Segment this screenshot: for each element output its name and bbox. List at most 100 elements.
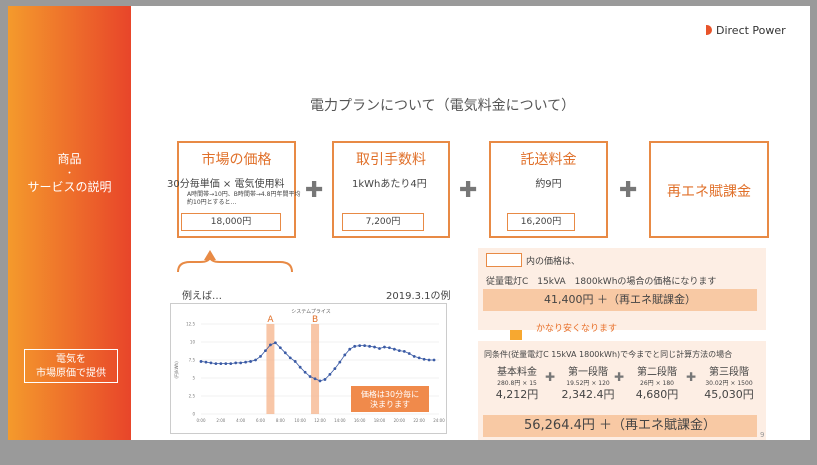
x-tick-label: 22:00 (413, 418, 425, 423)
point (278, 346, 282, 350)
slide-title: 電力プランについて（電気料金について） (310, 98, 576, 114)
item-formula: 280.8円 × 15 (497, 380, 537, 387)
highlight-label: B (312, 315, 318, 325)
x-tick-label: 8:00 (276, 418, 285, 423)
point (353, 344, 357, 348)
point (407, 352, 411, 355)
point (338, 360, 342, 364)
point (363, 344, 367, 347)
point (199, 360, 203, 363)
x-tick-label: 20:00 (394, 418, 406, 423)
x-tick-label: 0:00 (197, 418, 206, 423)
y-tick-label: 2.5 (189, 394, 196, 399)
point (388, 346, 391, 350)
callout-text: 決まります (370, 399, 410, 409)
highlight-band (311, 324, 320, 414)
item-amount: 45,030円 (704, 388, 754, 401)
bracket (177, 255, 293, 273)
point (427, 358, 431, 362)
x-tick-label: 10:00 (294, 418, 306, 423)
compare-total: 56,264.4円 ＋（再エネ賦課金） (483, 415, 757, 437)
box-title: 取引手数料 (356, 152, 426, 168)
price-box: 市場の価格 30分毎単価 × 電気使用料 A時間帯→10円、B時間帯→4.8円年… (167, 141, 300, 238)
item-formula: 30.02円 × 1500 (705, 380, 753, 387)
y-tick-label: 10 (190, 340, 196, 345)
x-tick-label: 2:00 (216, 418, 225, 423)
point (397, 349, 401, 353)
point (273, 341, 277, 345)
box-sub: 30分毎単価 × 電気使用料 (167, 179, 285, 190)
point (348, 347, 352, 351)
example-date: 2019.3.1の例 (386, 291, 451, 302)
box-title: 市場の価格 (201, 152, 272, 168)
box-amount: 7,200円 (342, 213, 424, 231)
point (303, 370, 307, 374)
info-note: かなり安くなります (536, 324, 618, 334)
point (298, 365, 302, 369)
compare-item: 第三段階 30.02円 × 1500 45,030円 (694, 366, 764, 402)
x-tick-label: 16:00 (354, 418, 366, 423)
info-condition: 従量電灯C 15kVA 1800kWhの場合の価格になります (486, 277, 717, 287)
point (259, 355, 262, 358)
item-formula: 19.52円 × 120 (566, 380, 610, 387)
box-note: A時間帯→10円、B時間帯→4.8円年間平均約10円とすると… (187, 191, 301, 206)
point (402, 349, 406, 353)
point (432, 358, 436, 362)
sidebar (8, 6, 131, 440)
point (204, 360, 208, 364)
box-title: 再エネ賦課金 (667, 184, 751, 200)
bracket-arrow (204, 250, 216, 260)
box-amount: 18,000円 (181, 213, 281, 231)
point (333, 367, 337, 371)
compare-header: 同条件(従量電灯C 15kVA 1800kWh)で今までと同じ計算方法の場合 (484, 350, 733, 359)
point (392, 347, 396, 351)
y-axis-label: (円/kWh) (174, 361, 179, 379)
box-sub: 1kWhあたり4円 (352, 179, 427, 190)
box-title: 託送料金 (520, 152, 577, 168)
point (358, 344, 362, 347)
point (254, 358, 257, 362)
callout (351, 386, 429, 412)
point (343, 353, 347, 357)
point (378, 347, 381, 350)
point (373, 345, 376, 349)
x-tick-label: 6:00 (256, 418, 265, 423)
item-amount: 4,212円 (495, 388, 539, 401)
point (219, 362, 223, 365)
logo-text: Direct Power (716, 24, 786, 37)
point (209, 361, 213, 365)
plus: ✚ (305, 178, 324, 203)
y-tick-label: 0 (192, 412, 195, 417)
item-amount: 2,342.4円 (561, 388, 615, 401)
logo: Direct Power (706, 24, 786, 37)
point (368, 344, 371, 348)
x-tick-label: 4:00 (236, 418, 245, 423)
plus: ✚ (459, 178, 478, 203)
box-amount: 16,200円 (507, 213, 575, 231)
plus: ✚ (686, 370, 697, 384)
x-tick-label: 18:00 (374, 418, 386, 423)
point (234, 361, 238, 365)
point (249, 360, 252, 363)
point (308, 375, 312, 378)
item-label: 第二段階 (637, 367, 677, 378)
sidebar-badge: 電気を 市場原価で提供 (24, 349, 118, 383)
compare-item: 基本料金 280.8円 × 15 4,212円 (482, 366, 552, 402)
plus: ✚ (614, 370, 625, 384)
point (323, 378, 327, 381)
point (283, 351, 287, 355)
item-amount: 4,680円 (635, 388, 679, 401)
sidebar-line: ・ (64, 169, 74, 179)
compare-item: 第二段階 26円 × 180 4,680円 (622, 366, 692, 402)
x-tick-label: 24:00 (433, 418, 445, 423)
page-number: 9 (760, 431, 765, 439)
point (293, 360, 297, 363)
info-price: 41,400円 ＋（再エネ賦課金） (483, 289, 757, 311)
x-tick-label: 12:00 (314, 418, 326, 423)
badge-line: 市場原価で提供 (36, 368, 106, 379)
point (229, 362, 233, 365)
callout-text: 価格は30分毎に (361, 389, 419, 399)
item-label: 第一段階 (568, 367, 608, 378)
point (239, 361, 243, 365)
